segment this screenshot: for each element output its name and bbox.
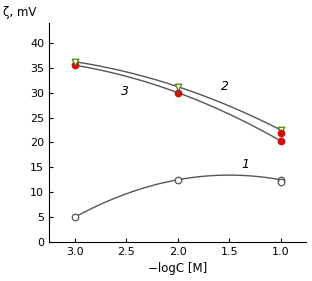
Point xyxy=(72,60,77,64)
Text: ζ, mV: ζ, mV xyxy=(3,6,36,19)
Point xyxy=(175,90,180,95)
Text: 1: 1 xyxy=(241,158,250,171)
Text: 2: 2 xyxy=(221,80,229,93)
Point xyxy=(175,178,180,182)
X-axis label: −logC [M]: −logC [M] xyxy=(148,262,207,275)
Point xyxy=(278,139,283,143)
Point xyxy=(278,128,283,132)
Point xyxy=(278,180,283,185)
Point xyxy=(72,63,77,67)
Text: 3: 3 xyxy=(121,85,129,98)
Point xyxy=(278,131,283,136)
Point xyxy=(72,215,77,219)
Point xyxy=(175,84,180,89)
Point xyxy=(278,178,283,182)
